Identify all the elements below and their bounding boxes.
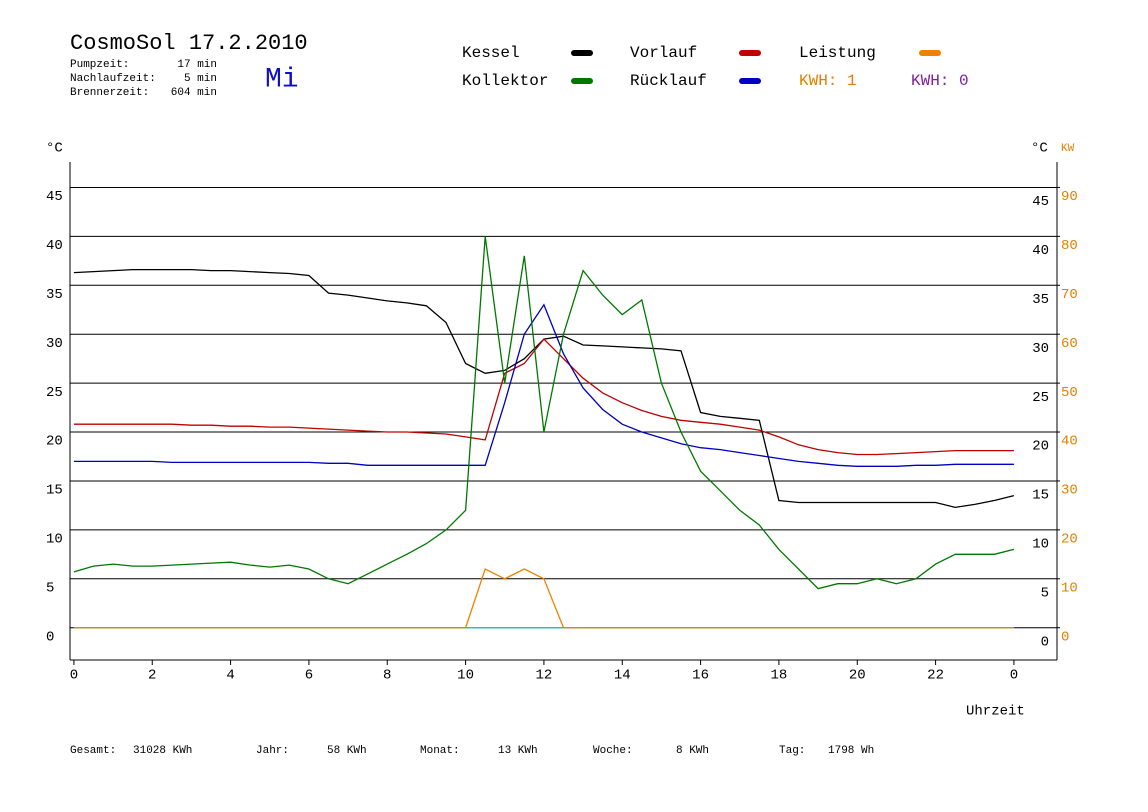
x-tick-label: 8 <box>383 668 391 684</box>
kwh-label: KWH: 1 <box>799 72 857 90</box>
y-tick-label: 40 <box>46 238 63 254</box>
total-label: Tag: <box>779 745 805 757</box>
total-label: Jahr: <box>256 745 289 757</box>
y2-tick-label: 0 <box>1061 629 1069 645</box>
x-tick-label: 4 <box>226 668 234 684</box>
x-tick-label: 22 <box>927 668 944 684</box>
info-value: 5 min <box>184 73 217 85</box>
y2-tick-label: 30 <box>1061 483 1078 499</box>
series-line <box>73 568 1014 629</box>
y2-tick-label: 80 <box>1061 238 1078 254</box>
total-value: 31028 KWh <box>133 745 192 757</box>
y-tick-label-right: 35 <box>1032 292 1049 308</box>
y2-axis-label: KW <box>1061 143 1075 155</box>
y-tick-label-right: 0 <box>1041 634 1049 650</box>
y2-tick-label: 10 <box>1061 580 1078 596</box>
info-label: Brennerzeit: <box>70 87 149 99</box>
total-value: 13 KWh <box>498 745 538 757</box>
series-line <box>73 338 1014 456</box>
weekday: Mi <box>265 64 299 95</box>
x-tick-label: 12 <box>536 668 553 684</box>
y-tick-label: 35 <box>46 287 63 303</box>
x-tick-label: 14 <box>614 668 631 684</box>
x-tick-label: 20 <box>849 668 866 684</box>
y-tick-label: 5 <box>46 580 54 596</box>
legend-label: Rücklauf <box>630 72 707 90</box>
y-axis-label: °C <box>46 141 63 157</box>
legend-label: Kessel <box>462 44 520 62</box>
total-value: 58 KWh <box>327 745 367 757</box>
y-tick-label: 45 <box>46 189 63 205</box>
total-label: Monat: <box>420 745 460 757</box>
kwh-label: KWH: 0 <box>911 72 969 90</box>
y2-tick-label: 70 <box>1061 287 1078 303</box>
series-line <box>73 236 1015 590</box>
y-tick-label-right: 45 <box>1032 194 1049 210</box>
y2-tick-label: 50 <box>1061 385 1078 401</box>
y-tick-label-right: 10 <box>1032 537 1049 553</box>
y-tick-label: 0 <box>46 629 54 645</box>
y-tick-label: 10 <box>46 532 63 548</box>
total-label: Gesamt: <box>70 745 116 757</box>
y-tick-label: 25 <box>46 385 63 401</box>
info-label: Pumpzeit: <box>70 59 129 71</box>
y2-axis-label-c: °C <box>1031 141 1048 157</box>
y-tick-label-right: 5 <box>1041 585 1049 601</box>
x-tick-label: 2 <box>148 668 156 684</box>
x-tick-label: 0 <box>1010 668 1018 684</box>
total-label: Woche: <box>593 745 633 757</box>
info-value: 17 min <box>177 59 217 71</box>
y-tick-label-right: 25 <box>1032 390 1049 406</box>
total-value: 1798 Wh <box>828 745 874 757</box>
x-tick-label: 0 <box>70 668 78 684</box>
y-tick-label: 15 <box>46 483 63 499</box>
legend-label: Kollektor <box>462 72 548 90</box>
x-tick-label: 6 <box>305 668 313 684</box>
y-tick-label-right: 40 <box>1032 243 1049 259</box>
y2-tick-label: 20 <box>1061 532 1078 548</box>
info-label: Nachlaufzeit: <box>70 73 156 85</box>
x-axis-label: Uhrzeit <box>966 704 1025 720</box>
x-tick-label: 16 <box>692 668 709 684</box>
chart-title: CosmoSol 17.2.2010 <box>70 31 308 56</box>
total-value: 8 KWh <box>676 745 709 757</box>
y-tick-label: 20 <box>46 434 63 450</box>
x-tick-label: 10 <box>457 668 474 684</box>
y-tick-label-right: 15 <box>1032 488 1049 504</box>
y-tick-label: 30 <box>46 336 63 352</box>
legend-label: Vorlauf <box>630 44 697 62</box>
y-tick-label-right: 20 <box>1032 439 1049 455</box>
y2-tick-label: 40 <box>1061 434 1078 450</box>
series-line <box>73 303 1014 467</box>
y2-tick-label: 60 <box>1061 336 1078 352</box>
y-tick-label-right: 30 <box>1032 341 1049 357</box>
info-value: 604 min <box>171 87 217 99</box>
x-tick-label: 18 <box>771 668 788 684</box>
legend-label: Leistung <box>799 44 876 62</box>
y2-tick-label: 90 <box>1061 189 1078 205</box>
